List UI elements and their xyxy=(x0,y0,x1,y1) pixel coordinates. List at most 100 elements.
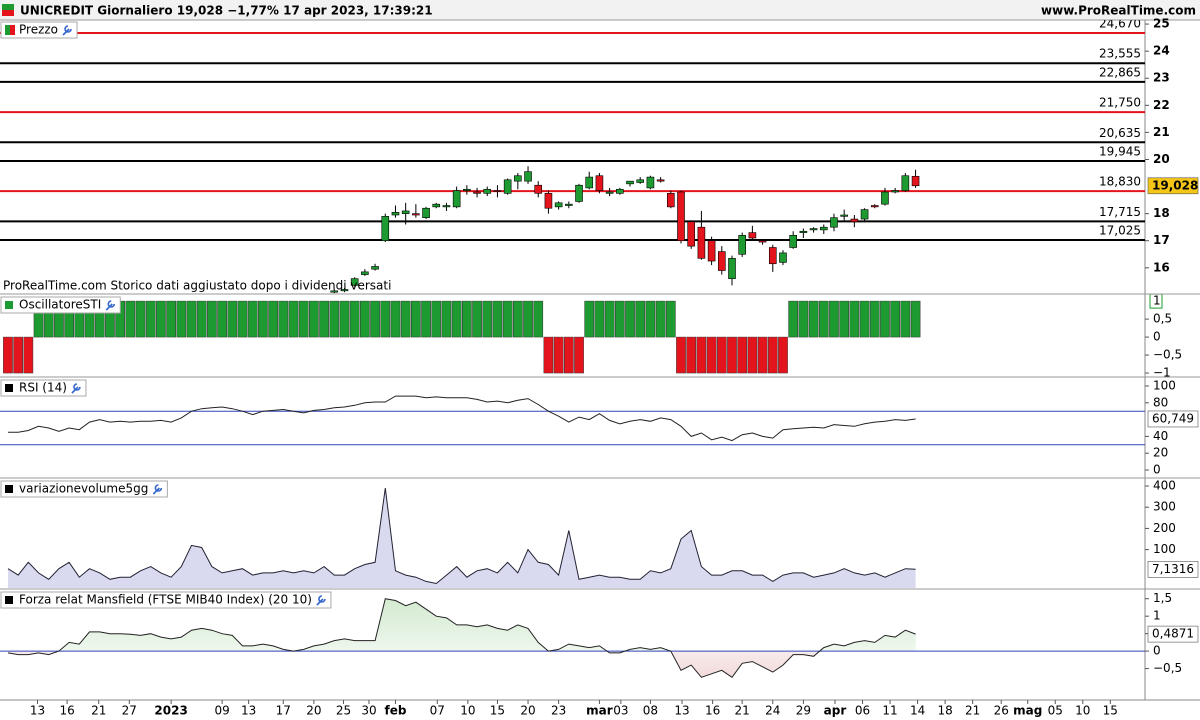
y-tick-label: 20 xyxy=(1153,446,1168,460)
settings-icon xyxy=(152,484,163,495)
panel-legend: Forza relat Mansfield (FTSE MIB40 Index)… xyxy=(0,591,332,609)
candle-body xyxy=(758,240,767,243)
bar xyxy=(574,336,584,374)
bar xyxy=(910,300,921,338)
bar xyxy=(502,300,513,338)
y-axis: 100 80 40 20 0 60,749 xyxy=(1145,378,1199,477)
x-tick-label: 13 xyxy=(241,704,256,718)
x-tick-label: 30 xyxy=(361,704,376,718)
x-tick-label: 2023 xyxy=(154,704,187,718)
bar xyxy=(798,300,809,338)
x-tick-label: 05 xyxy=(1048,704,1063,718)
y-tick-label: 0 xyxy=(1153,330,1161,344)
settings-icon xyxy=(105,300,116,311)
bar xyxy=(778,336,788,374)
bar xyxy=(523,300,533,338)
y-tick-label: 17 xyxy=(1153,233,1170,247)
bar xyxy=(462,300,472,338)
candle-body xyxy=(616,188,624,194)
bar xyxy=(706,336,717,374)
y-tick-label: 100 xyxy=(1153,542,1176,556)
y-tick-label: 80 xyxy=(1153,395,1168,409)
value-badge xyxy=(1147,177,1199,195)
x-tick-label: 26 xyxy=(994,704,1009,718)
bar xyxy=(829,300,839,338)
panel-title: variazionevolume5gg xyxy=(19,482,148,496)
bar xyxy=(747,336,758,374)
y-tick-label: 20 xyxy=(1153,152,1170,166)
bar xyxy=(23,336,34,374)
bar xyxy=(186,300,197,338)
y-tick-label: −0,5 xyxy=(1153,661,1182,675)
candle-body xyxy=(799,230,808,233)
bar xyxy=(625,300,635,338)
bar xyxy=(237,300,248,338)
panel-legend-box xyxy=(0,21,78,39)
x-tick-label: 21 xyxy=(91,704,106,718)
y-tick-label: 40 xyxy=(1153,429,1168,443)
settings-icon xyxy=(71,383,81,394)
bar xyxy=(400,300,411,338)
x-tick-label: 10 xyxy=(460,704,475,718)
y-axis: 1,510,50−0,50,4871 xyxy=(1145,591,1199,675)
candle-body xyxy=(707,240,716,262)
candle-body xyxy=(361,271,369,275)
bar xyxy=(869,300,880,338)
candle-body xyxy=(401,210,410,214)
value-badge-label: 1 xyxy=(1153,294,1161,308)
candle-body xyxy=(646,176,655,189)
panel-legend: RSI (14) xyxy=(0,379,87,397)
value-badge-label: 0,4871 xyxy=(1152,627,1194,641)
y-tick-label: 25 xyxy=(1153,17,1170,31)
bar xyxy=(818,300,829,338)
candle-body xyxy=(891,190,899,193)
candle-body xyxy=(738,235,746,255)
panel-legend-icon xyxy=(5,25,10,35)
level-label: 19,945 xyxy=(1099,144,1141,158)
candle-body xyxy=(483,188,492,194)
bar xyxy=(125,300,136,338)
bar xyxy=(492,300,503,338)
x-tick-label: 16 xyxy=(59,704,74,718)
x-tick-label: 08 xyxy=(643,704,658,718)
bar xyxy=(727,336,737,374)
y-tick-label: 1,5 xyxy=(1153,591,1172,605)
bar xyxy=(411,300,421,338)
panel-legend-box xyxy=(0,591,332,609)
bar xyxy=(360,300,370,338)
candle-body xyxy=(554,202,563,208)
candle-body xyxy=(687,221,696,247)
x-tick-label: 11 xyxy=(882,704,897,718)
bar xyxy=(543,336,554,374)
level-label: 21,750 xyxy=(1099,96,1141,110)
x-tick-label: 03 xyxy=(613,704,628,718)
bar xyxy=(472,300,482,338)
bar xyxy=(808,300,819,338)
panel: 24,670 23,555 22,865 21,750 20,635 19,945 18,8… xyxy=(0,20,1145,293)
y-tick-label: 100 xyxy=(1153,378,1176,392)
bar xyxy=(859,300,870,338)
candle-body xyxy=(667,193,675,208)
candle-body xyxy=(789,235,797,248)
rsi-line xyxy=(8,395,916,442)
panel xyxy=(7,488,916,588)
y-tick-label: 24 xyxy=(1153,44,1170,58)
value-badge-label: 60,749 xyxy=(1152,411,1194,425)
bar xyxy=(13,336,24,374)
y-tick-label: 0,5 xyxy=(1153,312,1172,326)
candle-body xyxy=(677,191,685,242)
candle-body xyxy=(605,191,614,194)
candle-body xyxy=(422,207,430,219)
bar xyxy=(788,300,799,338)
area-fill xyxy=(8,598,916,678)
bar xyxy=(145,300,156,338)
settings-icon xyxy=(62,25,72,36)
panel-title: OscillatoreSTI xyxy=(19,298,101,312)
value-badge-label: 7,1316 xyxy=(1152,562,1194,576)
bar xyxy=(890,300,901,338)
candle-body xyxy=(391,211,400,216)
bar xyxy=(135,300,146,338)
candle-body xyxy=(881,191,889,205)
y-tick-label: 22 xyxy=(1153,98,1170,112)
